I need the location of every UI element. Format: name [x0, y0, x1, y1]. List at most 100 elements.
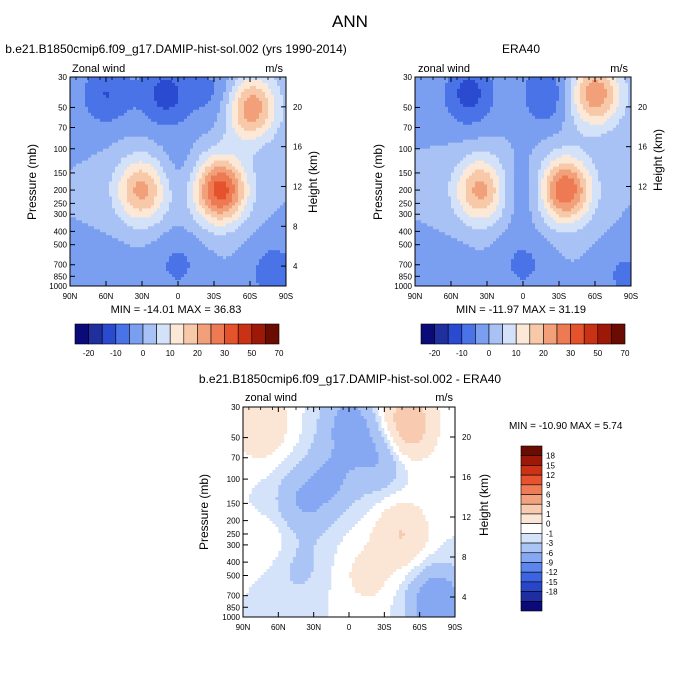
contour-cell [268, 82, 272, 87]
contour-cell [205, 154, 209, 159]
contour-cell [124, 193, 128, 197]
contour-cell [79, 115, 83, 120]
contour-cell [178, 169, 182, 173]
contour-cell [97, 199, 101, 203]
contour-cell [103, 208, 107, 212]
contour-cell [133, 169, 137, 173]
contour-cell [97, 77, 101, 81]
contour-cell [238, 169, 242, 173]
contour-cell [166, 208, 170, 212]
contour-cell [274, 79, 278, 84]
contour-cell [166, 193, 170, 197]
contour-cell [280, 166, 284, 170]
contour-cell [217, 190, 221, 194]
contour-cell [277, 247, 281, 251]
contour-cell [148, 208, 152, 212]
contour-cell [103, 157, 107, 161]
contour-cell [178, 232, 182, 236]
contour-cell [235, 142, 239, 147]
contour-cell [247, 235, 251, 239]
contour-cell [232, 103, 236, 108]
contour-cell [157, 94, 161, 99]
contour-cell [103, 205, 107, 209]
contour-cell [193, 208, 197, 212]
contour-cell [202, 130, 206, 135]
contour-cell [157, 190, 161, 194]
contour-cell [106, 175, 110, 179]
contour-cell [121, 232, 125, 236]
contour-cell [112, 175, 116, 179]
contour-cell [262, 190, 266, 194]
contour-cell [184, 148, 188, 153]
contour-cell [136, 112, 140, 117]
contour-cell [82, 205, 86, 209]
contour-cell [247, 160, 251, 164]
contour-cell [151, 77, 155, 81]
contour-cell [79, 223, 83, 227]
contour-cell [127, 247, 131, 251]
contour-cell [157, 265, 161, 269]
contour-cell [73, 259, 77, 263]
contour-cell [73, 241, 77, 245]
contour-cell [277, 148, 281, 153]
contour-cell [184, 274, 188, 278]
contour-cell [214, 82, 218, 87]
contour-cell [136, 280, 140, 284]
contour-cell [142, 118, 146, 123]
contour-cell [124, 235, 128, 239]
contour-cell [106, 163, 110, 167]
contour-cell [262, 229, 266, 233]
contour-cell [274, 265, 278, 269]
contour-cell [151, 280, 155, 284]
contour-cell [247, 157, 251, 161]
contour-cell [259, 136, 263, 141]
contour-cell [238, 112, 242, 117]
contour-cell [112, 256, 116, 260]
contour-cell [97, 244, 101, 248]
contour-cell [250, 169, 254, 173]
contour-cell [190, 127, 194, 132]
contour-cell [94, 94, 98, 99]
contour-cell [199, 157, 203, 161]
contour-cell [163, 121, 167, 126]
contour-cell [163, 256, 167, 260]
contour-cell [91, 85, 95, 90]
contour-cell [76, 238, 80, 242]
contour-cell [103, 139, 107, 144]
contour-cell [136, 271, 140, 275]
contour-cell [190, 88, 194, 93]
contour-cell [121, 244, 125, 248]
contour-cell [202, 217, 206, 221]
contour-cell [184, 169, 188, 173]
contour-cell [241, 148, 245, 153]
contour-cell [100, 169, 104, 173]
contour-cell [97, 229, 101, 233]
contour-cell [277, 178, 281, 182]
contour-cell [88, 112, 92, 117]
contour-cell [253, 175, 257, 179]
contour-cell [184, 214, 188, 218]
contour-cell [226, 220, 230, 224]
contour-cell [142, 187, 146, 191]
contour-cell [253, 178, 257, 182]
contour-cell [136, 115, 140, 120]
contour-cell [247, 82, 251, 87]
contour-cell [115, 103, 119, 108]
contour-cell [109, 145, 113, 150]
contour-cell [175, 145, 179, 150]
contour-cell [97, 220, 101, 224]
contour-cell [70, 175, 74, 179]
contour-cell [133, 100, 137, 105]
contour-cell [214, 163, 218, 167]
contour-cell [265, 130, 269, 135]
contour-cell [271, 118, 275, 123]
contour-cell [151, 217, 155, 221]
contour-cell [256, 193, 260, 197]
contour-cell [226, 151, 230, 156]
contour-cell [136, 88, 140, 93]
contour-cell [163, 77, 167, 81]
contour-cell [127, 223, 131, 227]
contour-cell [235, 268, 239, 272]
contour-cell [154, 262, 158, 266]
contour-cell [280, 169, 284, 173]
